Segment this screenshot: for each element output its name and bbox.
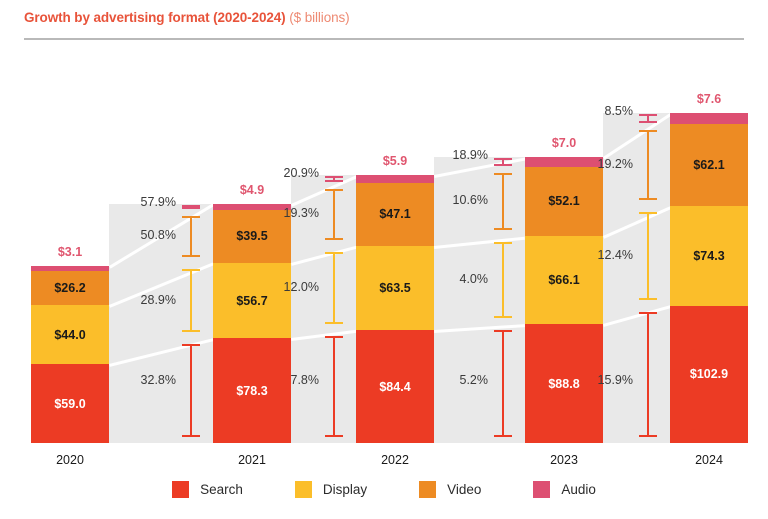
x-axis-label-2024: 2024 xyxy=(695,453,723,467)
chart-title-main: Growth by advertising format (2020-2024) xyxy=(24,10,286,25)
legend-swatch-video xyxy=(419,481,437,498)
bar-segment-audio-2020[interactable] xyxy=(31,266,109,271)
legend-item-display[interactable]: Display xyxy=(294,481,368,498)
bar-segment-video-2022[interactable]: $47.1 xyxy=(356,182,434,246)
header-divider xyxy=(24,38,744,40)
growth-pct-audio-2024: 8.5% xyxy=(604,104,634,119)
legend-label-video: Video xyxy=(447,482,482,497)
bar-segment-video-2020[interactable]: $26.2 xyxy=(31,270,109,306)
growth-pct-display-2024: 12.4% xyxy=(597,248,633,263)
growth-pct-video-2021: 50.8% xyxy=(140,228,176,243)
bar-segment-display-2022[interactable]: $63.5 xyxy=(356,245,434,331)
growth-bracket-display-2021 xyxy=(182,268,200,333)
legend-label-audio: Audio xyxy=(561,482,596,497)
page-title: Growth by advertising format (2020-2024)… xyxy=(24,10,744,25)
bar-segment-display-2024[interactable]: $74.3 xyxy=(670,206,748,306)
growth-bracket-search-2022 xyxy=(325,336,343,437)
bar-segment-display-2021[interactable]: $56.7 xyxy=(213,262,291,339)
legend-label-search: Search xyxy=(200,482,243,497)
bar-segment-search-2023[interactable]: $88.8 xyxy=(525,324,603,443)
bar-segment-search-2022[interactable]: $84.4 xyxy=(356,330,434,443)
legend-label-display: Display xyxy=(322,482,368,497)
stacked-bar-2022[interactable]: $84.4 $63.5 $47.1 xyxy=(356,174,434,443)
chart-legend: Search Display Video Audio xyxy=(0,481,768,498)
stacked-bar-2020[interactable]: $59.0 $44.0 $26.2 xyxy=(31,266,109,443)
stacked-bar-2024[interactable]: $102.9 $74.3 $62.1 xyxy=(670,113,748,443)
growth-pct-display-2023: 4.0% xyxy=(459,272,489,287)
growth-pct-search-2021: 32.8% xyxy=(140,373,176,387)
stacked-bar-2023[interactable]: $88.8 $66.1 $52.1 xyxy=(525,157,603,443)
growth-bracket-search-2023 xyxy=(494,330,512,437)
growth-bracket-display-2024 xyxy=(639,212,657,300)
chart-title-unit: ($ billions) xyxy=(289,10,350,25)
x-axis-label-2022: 2022 xyxy=(381,453,409,467)
legend-item-audio[interactable]: Audio xyxy=(533,481,596,498)
bar-segment-video-2023[interactable]: $52.1 xyxy=(525,166,603,237)
legend-swatch-display xyxy=(294,481,312,498)
bar-segment-audio-2024[interactable] xyxy=(670,113,748,124)
bar-segment-search-2020[interactable]: $59.0 xyxy=(31,364,109,443)
growth-bracket-audio-2024 xyxy=(639,114,657,123)
growth-pct-video-2022: 19.3% xyxy=(283,206,319,221)
audio-value-label-2023: $7.0 xyxy=(551,136,577,151)
growth-bracket-display-2023 xyxy=(494,242,512,319)
legend-item-video[interactable]: Video xyxy=(419,481,481,498)
growth-pct-audio-2022: 20.9% xyxy=(283,165,319,180)
bar-segment-audio-2023[interactable] xyxy=(525,157,603,167)
bar-segment-display-2023[interactable]: $66.1 xyxy=(525,236,603,325)
growth-bracket-video-2023 xyxy=(494,172,512,231)
growth-pct-display-2022: 12.0% xyxy=(283,279,319,294)
stacked-bar-2021[interactable]: $78.3 $56.7 $39.5 xyxy=(213,203,291,443)
growth-pct-video-2024: 19.2% xyxy=(597,156,633,171)
legend-item-search[interactable]: Search xyxy=(172,481,243,498)
growth-bracket-search-2024 xyxy=(639,311,657,437)
growth-bracket-video-2021 xyxy=(182,216,200,257)
legend-swatch-audio xyxy=(533,481,551,498)
bar-segment-display-2020[interactable]: $44.0 xyxy=(31,305,109,365)
bar-segment-audio-2021[interactable] xyxy=(213,203,291,211)
growth-band xyxy=(434,157,525,443)
x-axis-label-2021: 2021 xyxy=(238,453,266,467)
audio-value-label-2020: $3.1 xyxy=(57,245,83,260)
bar-segment-audio-2022[interactable] xyxy=(356,174,434,183)
growth-band xyxy=(603,113,670,443)
growth-band xyxy=(109,203,213,443)
growth-bracket-video-2024 xyxy=(639,129,657,201)
growth-bracket-audio-2022 xyxy=(325,175,343,182)
growth-bracket-audio-2021 xyxy=(182,204,200,210)
growth-pct-search-2024: 15.9% xyxy=(597,373,633,387)
x-axis-label-2023: 2023 xyxy=(550,453,578,467)
chart-header: Growth by advertising format (2020-2024)… xyxy=(24,10,744,25)
growth-pct-display-2021: 28.9% xyxy=(140,292,176,307)
growth-pct-audio-2021: 57.9% xyxy=(140,194,176,209)
growth-band xyxy=(291,174,356,443)
growth-bracket-audio-2023 xyxy=(494,158,512,166)
growth-bracket-display-2022 xyxy=(325,251,343,325)
bar-segment-video-2021[interactable]: $39.5 xyxy=(213,210,291,263)
bar-segment-search-2024[interactable]: $102.9 xyxy=(670,305,748,443)
legend-swatch-search xyxy=(172,481,190,498)
bar-segment-video-2024[interactable]: $62.1 xyxy=(670,123,748,207)
audio-value-label-2022: $5.9 xyxy=(382,153,408,168)
growth-pct-search-2022: 7.8% xyxy=(290,373,320,387)
audio-value-label-2024: $7.6 xyxy=(696,92,722,107)
growth-bracket-video-2022 xyxy=(325,188,343,240)
growth-pct-video-2023: 10.6% xyxy=(452,193,488,208)
growth-pct-search-2023: 5.2% xyxy=(459,373,489,387)
growth-bracket-search-2021 xyxy=(182,344,200,437)
bar-segment-search-2021[interactable]: $78.3 xyxy=(213,338,291,443)
growth-pct-audio-2023: 18.9% xyxy=(452,148,488,163)
x-axis-label-2020: 2020 xyxy=(56,453,84,467)
audio-value-label-2021: $4.9 xyxy=(239,182,265,197)
